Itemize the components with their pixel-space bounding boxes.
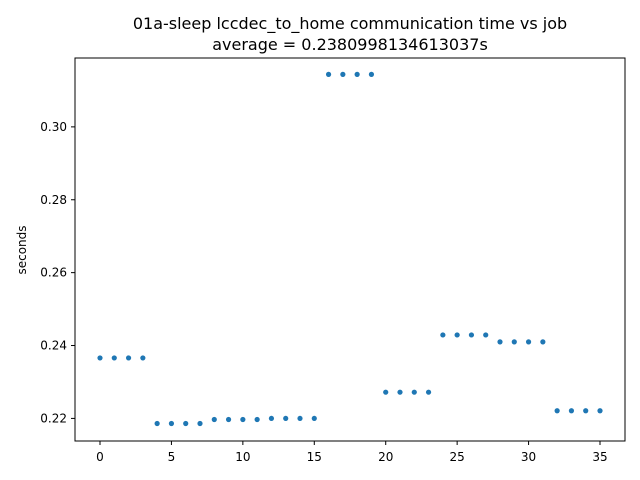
data-point: [454, 332, 460, 338]
data-point: [125, 355, 132, 361]
x-tick-label: 25: [450, 450, 465, 464]
data-point: [583, 408, 589, 414]
x-tick-label: 20: [378, 450, 393, 464]
x-tick-label: 0: [96, 450, 104, 464]
data-point: [183, 420, 189, 427]
y-axis-label: seconds: [15, 225, 29, 274]
data-point: [354, 71, 360, 77]
y-tick-label: 0.26: [40, 266, 67, 280]
data-point: [440, 332, 446, 338]
data-point: [111, 355, 117, 361]
y-axis: 0.22 0.24 0.26 0.28 0.30: [40, 120, 75, 425]
data-point: [197, 420, 203, 427]
plot-frame: [74, 57, 626, 442]
data-point: [140, 355, 146, 361]
x-axis: 0 5 10 15 20 25 30 35: [96, 441, 608, 464]
data-points: [97, 71, 603, 427]
chart-title: 01a-sleep lccdec_to_home communication t…: [133, 14, 567, 34]
y-tick-label: 0.24: [40, 339, 67, 353]
x-tick-label: 30: [521, 450, 536, 464]
data-point: [168, 420, 175, 427]
x-tick-label: 5: [168, 450, 176, 464]
data-point: [240, 416, 246, 423]
data-point: [268, 415, 275, 422]
data-point: [97, 355, 103, 361]
x-tick-label: 10: [235, 450, 250, 464]
data-point: [497, 339, 503, 345]
data-point: [411, 389, 417, 395]
data-point: [325, 71, 332, 77]
data-point: [483, 332, 489, 338]
data-point: [211, 416, 217, 423]
data-point: [568, 408, 575, 414]
data-point: [511, 339, 517, 345]
data-point: [154, 420, 160, 427]
data-point: [254, 416, 260, 423]
data-point: [368, 71, 375, 77]
x-tick-label: 15: [307, 450, 322, 464]
chart-subtitle: average = 0.2380998134613037s: [212, 35, 488, 54]
data-point: [525, 339, 532, 345]
data-point: [397, 389, 403, 395]
data-point: [468, 332, 475, 338]
data-point: [311, 415, 317, 422]
data-point: [297, 415, 303, 422]
data-point: [225, 416, 232, 423]
data-point: [283, 415, 289, 422]
y-tick-label: 0.28: [40, 193, 67, 207]
data-point: [540, 339, 546, 345]
data-point: [383, 389, 389, 395]
data-point: [597, 408, 603, 414]
data-point: [340, 71, 346, 77]
y-tick-label: 0.30: [40, 120, 67, 134]
data-point: [425, 389, 432, 395]
x-tick-label: 35: [592, 450, 607, 464]
y-tick-label: 0.22: [40, 411, 67, 425]
data-point: [554, 408, 560, 414]
